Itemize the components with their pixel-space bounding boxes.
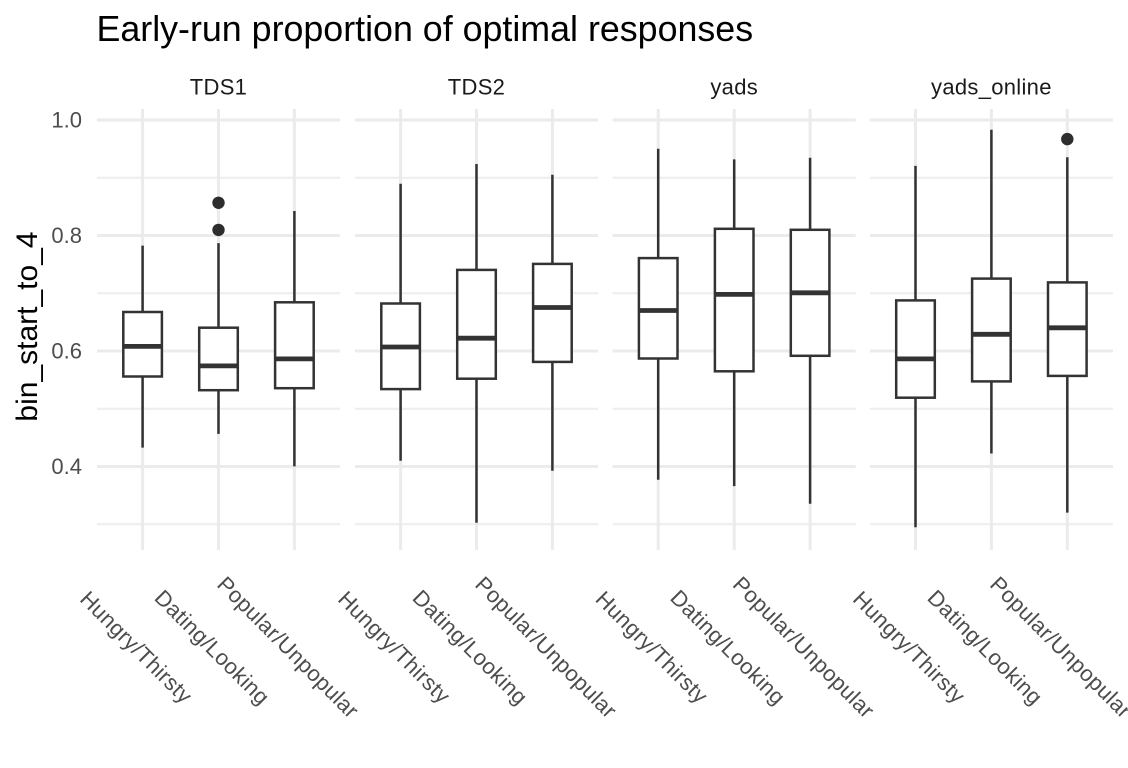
svg-text:Early-run proportion of optima: Early-run proportion of optimal response… — [97, 9, 754, 49]
svg-text:0.4: 0.4 — [51, 454, 82, 479]
svg-text:0.6: 0.6 — [51, 339, 82, 364]
svg-text:0.8: 0.8 — [51, 223, 82, 248]
svg-text:bin_start_to_4: bin_start_to_4 — [11, 231, 44, 421]
svg-text:1.0: 1.0 — [51, 108, 82, 133]
svg-text:yads: yads — [710, 75, 758, 100]
svg-text:TDS2: TDS2 — [448, 75, 505, 100]
svg-text:TDS1: TDS1 — [190, 75, 247, 100]
svg-text:yads_online: yads_online — [931, 75, 1052, 100]
